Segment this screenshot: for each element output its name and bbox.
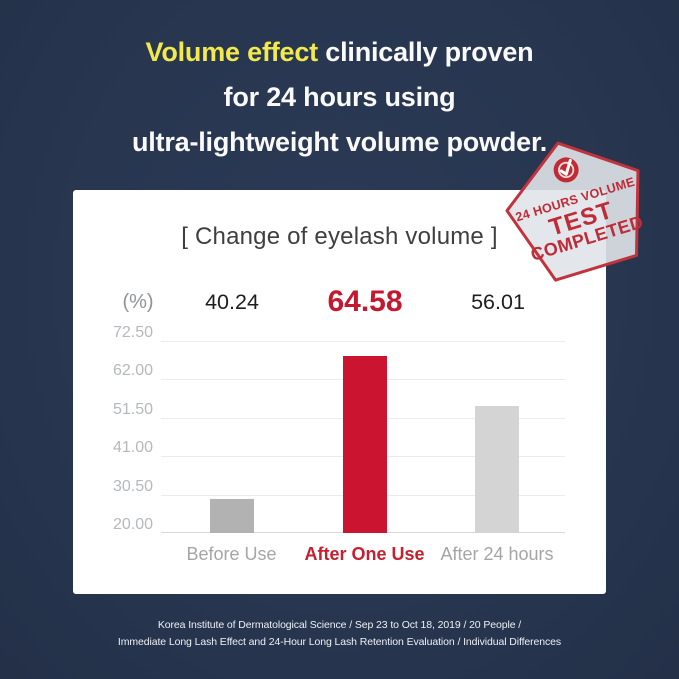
- headline-line-1: Volume effect clinically proven: [0, 30, 679, 75]
- headline-highlight: Volume effect: [145, 37, 319, 67]
- stamp-graphic: 24 HOURS VOLUME TEST COMPLETED: [505, 141, 646, 282]
- y-tick-label: 41.00: [112, 439, 153, 456]
- bar-value-label-before-use: 40.24: [205, 290, 259, 314]
- y-tick-label: 20.00: [112, 516, 153, 533]
- stamp-pentagon-grunge-edge: [506, 142, 639, 281]
- chart-grid: 72.50 62.00 51.50 41.00 30.50 20.00 Before Use…: [113, 324, 565, 564]
- test-completed-stamp: 24 HOURS VOLUME TEST COMPLETED: [484, 117, 674, 307]
- bar-before-use: [209, 499, 254, 533]
- chart-card: [ Change of eyelash volume ] (%) 40.24 6…: [73, 190, 606, 594]
- bar-value-label-after-one-use: 64.58: [327, 285, 403, 318]
- y-tick-label: 51.50: [112, 401, 153, 418]
- check-ring-icon: [558, 161, 575, 179]
- study-footnote: Korea Institute of Dermatological Scienc…: [0, 617, 679, 650]
- headline-line-3: ultra-lightweight volume powder.: [131, 127, 548, 157]
- category-label-before-use: Before Use: [186, 544, 277, 564]
- category-label-after-24-hours: After 24 hours: [440, 544, 554, 564]
- chart-title: [ Change of eyelash volume ]: [181, 223, 498, 250]
- y-tick-label: 62.00: [112, 362, 153, 379]
- gridline-72.50: [161, 341, 565, 342]
- bar-after-24-hours: [475, 406, 519, 533]
- footnote-line-1: Korea Institute of Dermatological Scienc…: [157, 619, 522, 631]
- y-axis-unit-label: (%): [122, 291, 154, 313]
- check-mark-icon: [559, 158, 572, 176]
- category-label-after-one-use: After One Use: [304, 544, 425, 564]
- headline-line-2: for 24 hours using: [223, 82, 456, 112]
- headline-line-1-rest: clinically proven: [317, 37, 534, 67]
- bar-after-one-use: [342, 356, 387, 533]
- y-tick-label: 30.50: [112, 478, 153, 495]
- footnote-line-2: Immediate Long Lash Effect and 24-Hour L…: [117, 635, 562, 648]
- bar-value-label-after-24-hours: 56.01: [471, 290, 525, 314]
- headline: Volume effect clinically proven for 24 h…: [0, 30, 679, 165]
- y-tick-label: 72.50: [112, 324, 153, 341]
